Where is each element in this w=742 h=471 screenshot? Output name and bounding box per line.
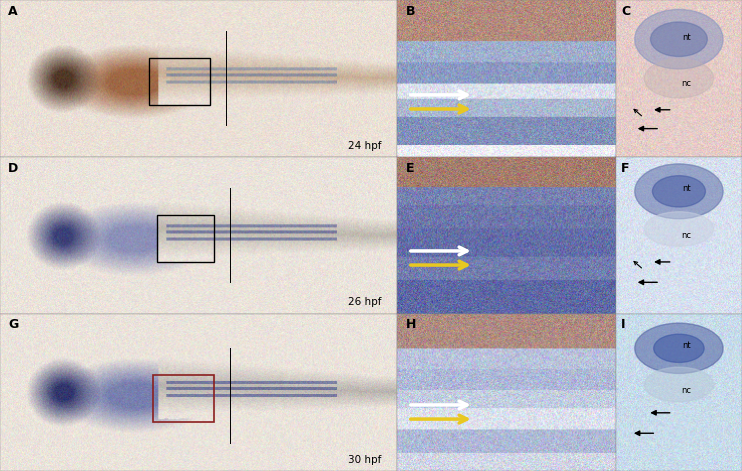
Text: nt: nt [683, 184, 692, 193]
Text: A: A [8, 5, 18, 18]
Text: nt: nt [683, 341, 692, 349]
Bar [157, 215, 214, 262]
Ellipse shape [652, 176, 706, 207]
Ellipse shape [634, 9, 723, 69]
Text: H: H [406, 318, 416, 332]
Ellipse shape [644, 212, 714, 246]
Text: I: I [621, 318, 626, 332]
Text: 26 hpf: 26 hpf [347, 297, 381, 308]
Text: G: G [8, 318, 19, 332]
Text: nc: nc [681, 79, 692, 88]
Bar [153, 375, 214, 422]
Ellipse shape [644, 59, 714, 98]
Text: C: C [621, 5, 630, 18]
Text: nc: nc [681, 231, 692, 240]
Text: nc: nc [681, 386, 692, 395]
Ellipse shape [654, 334, 704, 363]
Text: nt: nt [683, 33, 692, 42]
Text: E: E [406, 162, 414, 175]
Text: 30 hpf: 30 hpf [348, 455, 381, 465]
Ellipse shape [634, 164, 723, 219]
Ellipse shape [644, 367, 714, 402]
Text: B: B [406, 5, 416, 18]
Bar [149, 58, 211, 105]
Text: D: D [8, 162, 19, 175]
Ellipse shape [634, 323, 723, 374]
Text: F: F [621, 162, 629, 175]
Ellipse shape [651, 22, 707, 57]
Text: 24 hpf: 24 hpf [347, 140, 381, 151]
